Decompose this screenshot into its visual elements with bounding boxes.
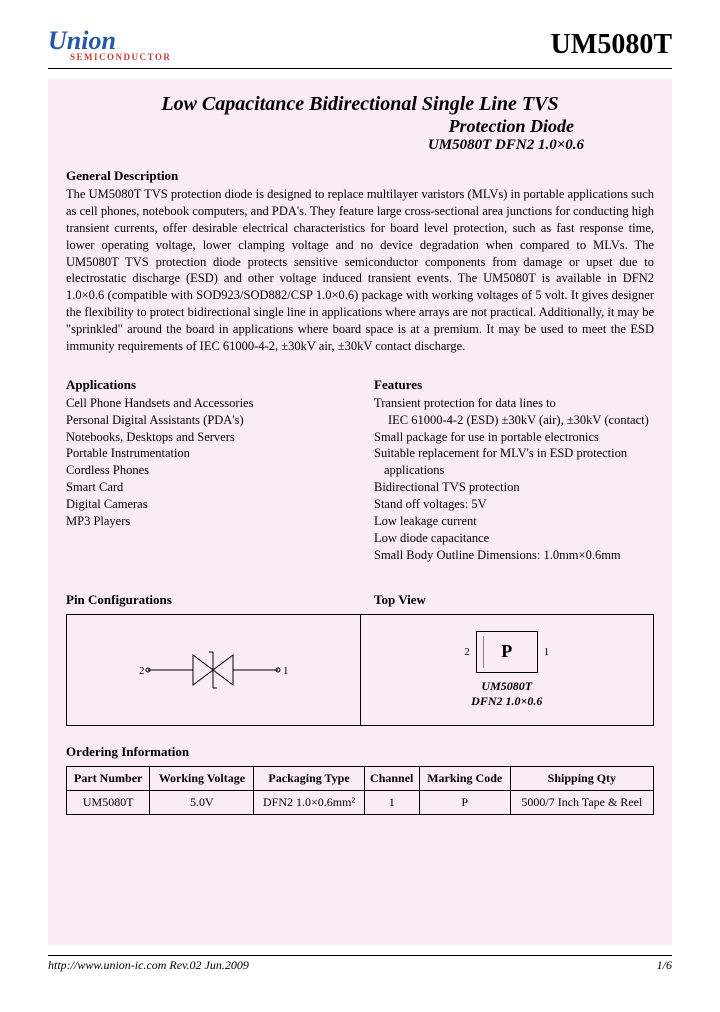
applications-column: Applications Cell Phone Handsets and Acc…: [66, 365, 346, 564]
tv-pin2: 2: [464, 646, 470, 658]
app-item: Portable Instrumentation: [66, 445, 346, 462]
th: Marking Code: [419, 766, 510, 790]
feat-item: Bidirectional TVS protection: [374, 479, 654, 496]
th: Part Number: [67, 766, 150, 790]
header: Union SEMICONDUCTOR UM5080T: [48, 28, 672, 69]
pinconfig-heading: Pin Configurations: [66, 592, 346, 608]
th: Shipping Qty: [510, 766, 653, 790]
pin-diagram-box: 2 1: [66, 614, 361, 726]
features-heading: Features: [374, 377, 654, 393]
topview-heading: Top View: [374, 592, 654, 608]
logo-subtext: SEMICONDUCTOR: [70, 52, 171, 62]
general-text: The UM5080T TVS protection diode is desi…: [66, 186, 654, 355]
features-column: Features Transient protection for data l…: [374, 365, 654, 564]
part-number: UM5080T: [551, 29, 672, 61]
td: 1: [364, 790, 419, 814]
feat-item-sub: IEC 61000-4-2 (ESD) ±30kV (air), ±30kV (…: [374, 412, 654, 429]
two-column-section: Applications Cell Phone Handsets and Acc…: [66, 365, 654, 564]
feat-item: Small package for use in portable electr…: [374, 429, 654, 446]
td: 5.0V: [150, 790, 254, 814]
title-line-3: UM5080T DFN2 1.0×0.6: [66, 137, 654, 154]
app-item: Smart Card: [66, 479, 346, 496]
td: DFN2 1.0×0.6mm²: [254, 790, 364, 814]
app-item: Cell Phone Handsets and Accessories: [66, 395, 346, 412]
app-item: Personal Digital Assistants (PDA's): [66, 412, 346, 429]
footer: http://www.union-ic.com Rev.02 Jun.2009 …: [48, 955, 672, 973]
topview-box: 2 P 1 UM5080T DFN2 1.0×0.6: [361, 614, 655, 726]
pin-section-headings: Pin Configurations Top View: [66, 580, 654, 610]
package-outline: P: [476, 631, 538, 673]
ordering-table: Part Number Working Voltage Packaging Ty…: [66, 766, 654, 815]
pin-diagram-row: 2 1 2 P 1 UM5080T DFN2 1.0×0.6: [66, 614, 654, 726]
th: Packaging Type: [254, 766, 364, 790]
app-item: MP3 Players: [66, 513, 346, 530]
pin-1-label: 1: [283, 665, 289, 677]
td: P: [419, 790, 510, 814]
app-item: Cordless Phones: [66, 462, 346, 479]
table-row: UM5080T 5.0V DFN2 1.0×0.6mm² 1 P 5000/7 …: [67, 790, 654, 814]
td: 5000/7 Inch Tape & Reel: [510, 790, 653, 814]
marking-letter: P: [501, 641, 512, 662]
applications-heading: Applications: [66, 377, 346, 393]
logo-text: Union: [48, 28, 116, 54]
page: Union SEMICONDUCTOR UM5080T Low Capacita…: [0, 0, 720, 1012]
th: Working Voltage: [150, 766, 254, 790]
logo: Union SEMICONDUCTOR: [48, 28, 171, 62]
feat-item: Small Body Outline Dimensions: 1.0mm×0.6…: [374, 547, 654, 564]
ordering-heading: Ordering Information: [66, 744, 654, 760]
footer-left: http://www.union-ic.com Rev.02 Jun.2009: [48, 958, 249, 973]
feat-item: Suitable replacement for MLV's in ESD pr…: [374, 445, 654, 479]
tv-pin1: 1: [544, 646, 550, 658]
feat-item: Low leakage current: [374, 513, 654, 530]
app-item: Notebooks, Desktops and Servers: [66, 429, 346, 446]
general-heading: General Description: [66, 168, 654, 184]
th: Channel: [364, 766, 419, 790]
feat-item: Transient protection for data lines to: [374, 395, 654, 412]
content-box: Low Capacitance Bidirectional Single Lin…: [48, 79, 672, 945]
title-line-1: Low Capacitance Bidirectional Single Lin…: [66, 93, 654, 116]
feat-item: Low diode capacitance: [374, 530, 654, 547]
tvs-diode-symbol: 2 1: [133, 640, 293, 700]
title-line-2: Protection Diode: [66, 116, 654, 137]
topview-caption-1: UM5080T: [481, 679, 532, 694]
pin-2-label: 2: [139, 665, 145, 677]
feat-item: Stand off voltages: 5V: [374, 496, 654, 513]
footer-right: 1/6: [657, 958, 672, 973]
app-item: Digital Cameras: [66, 496, 346, 513]
table-header-row: Part Number Working Voltage Packaging Ty…: [67, 766, 654, 790]
td: UM5080T: [67, 790, 150, 814]
topview-caption-2: DFN2 1.0×0.6: [471, 694, 542, 709]
